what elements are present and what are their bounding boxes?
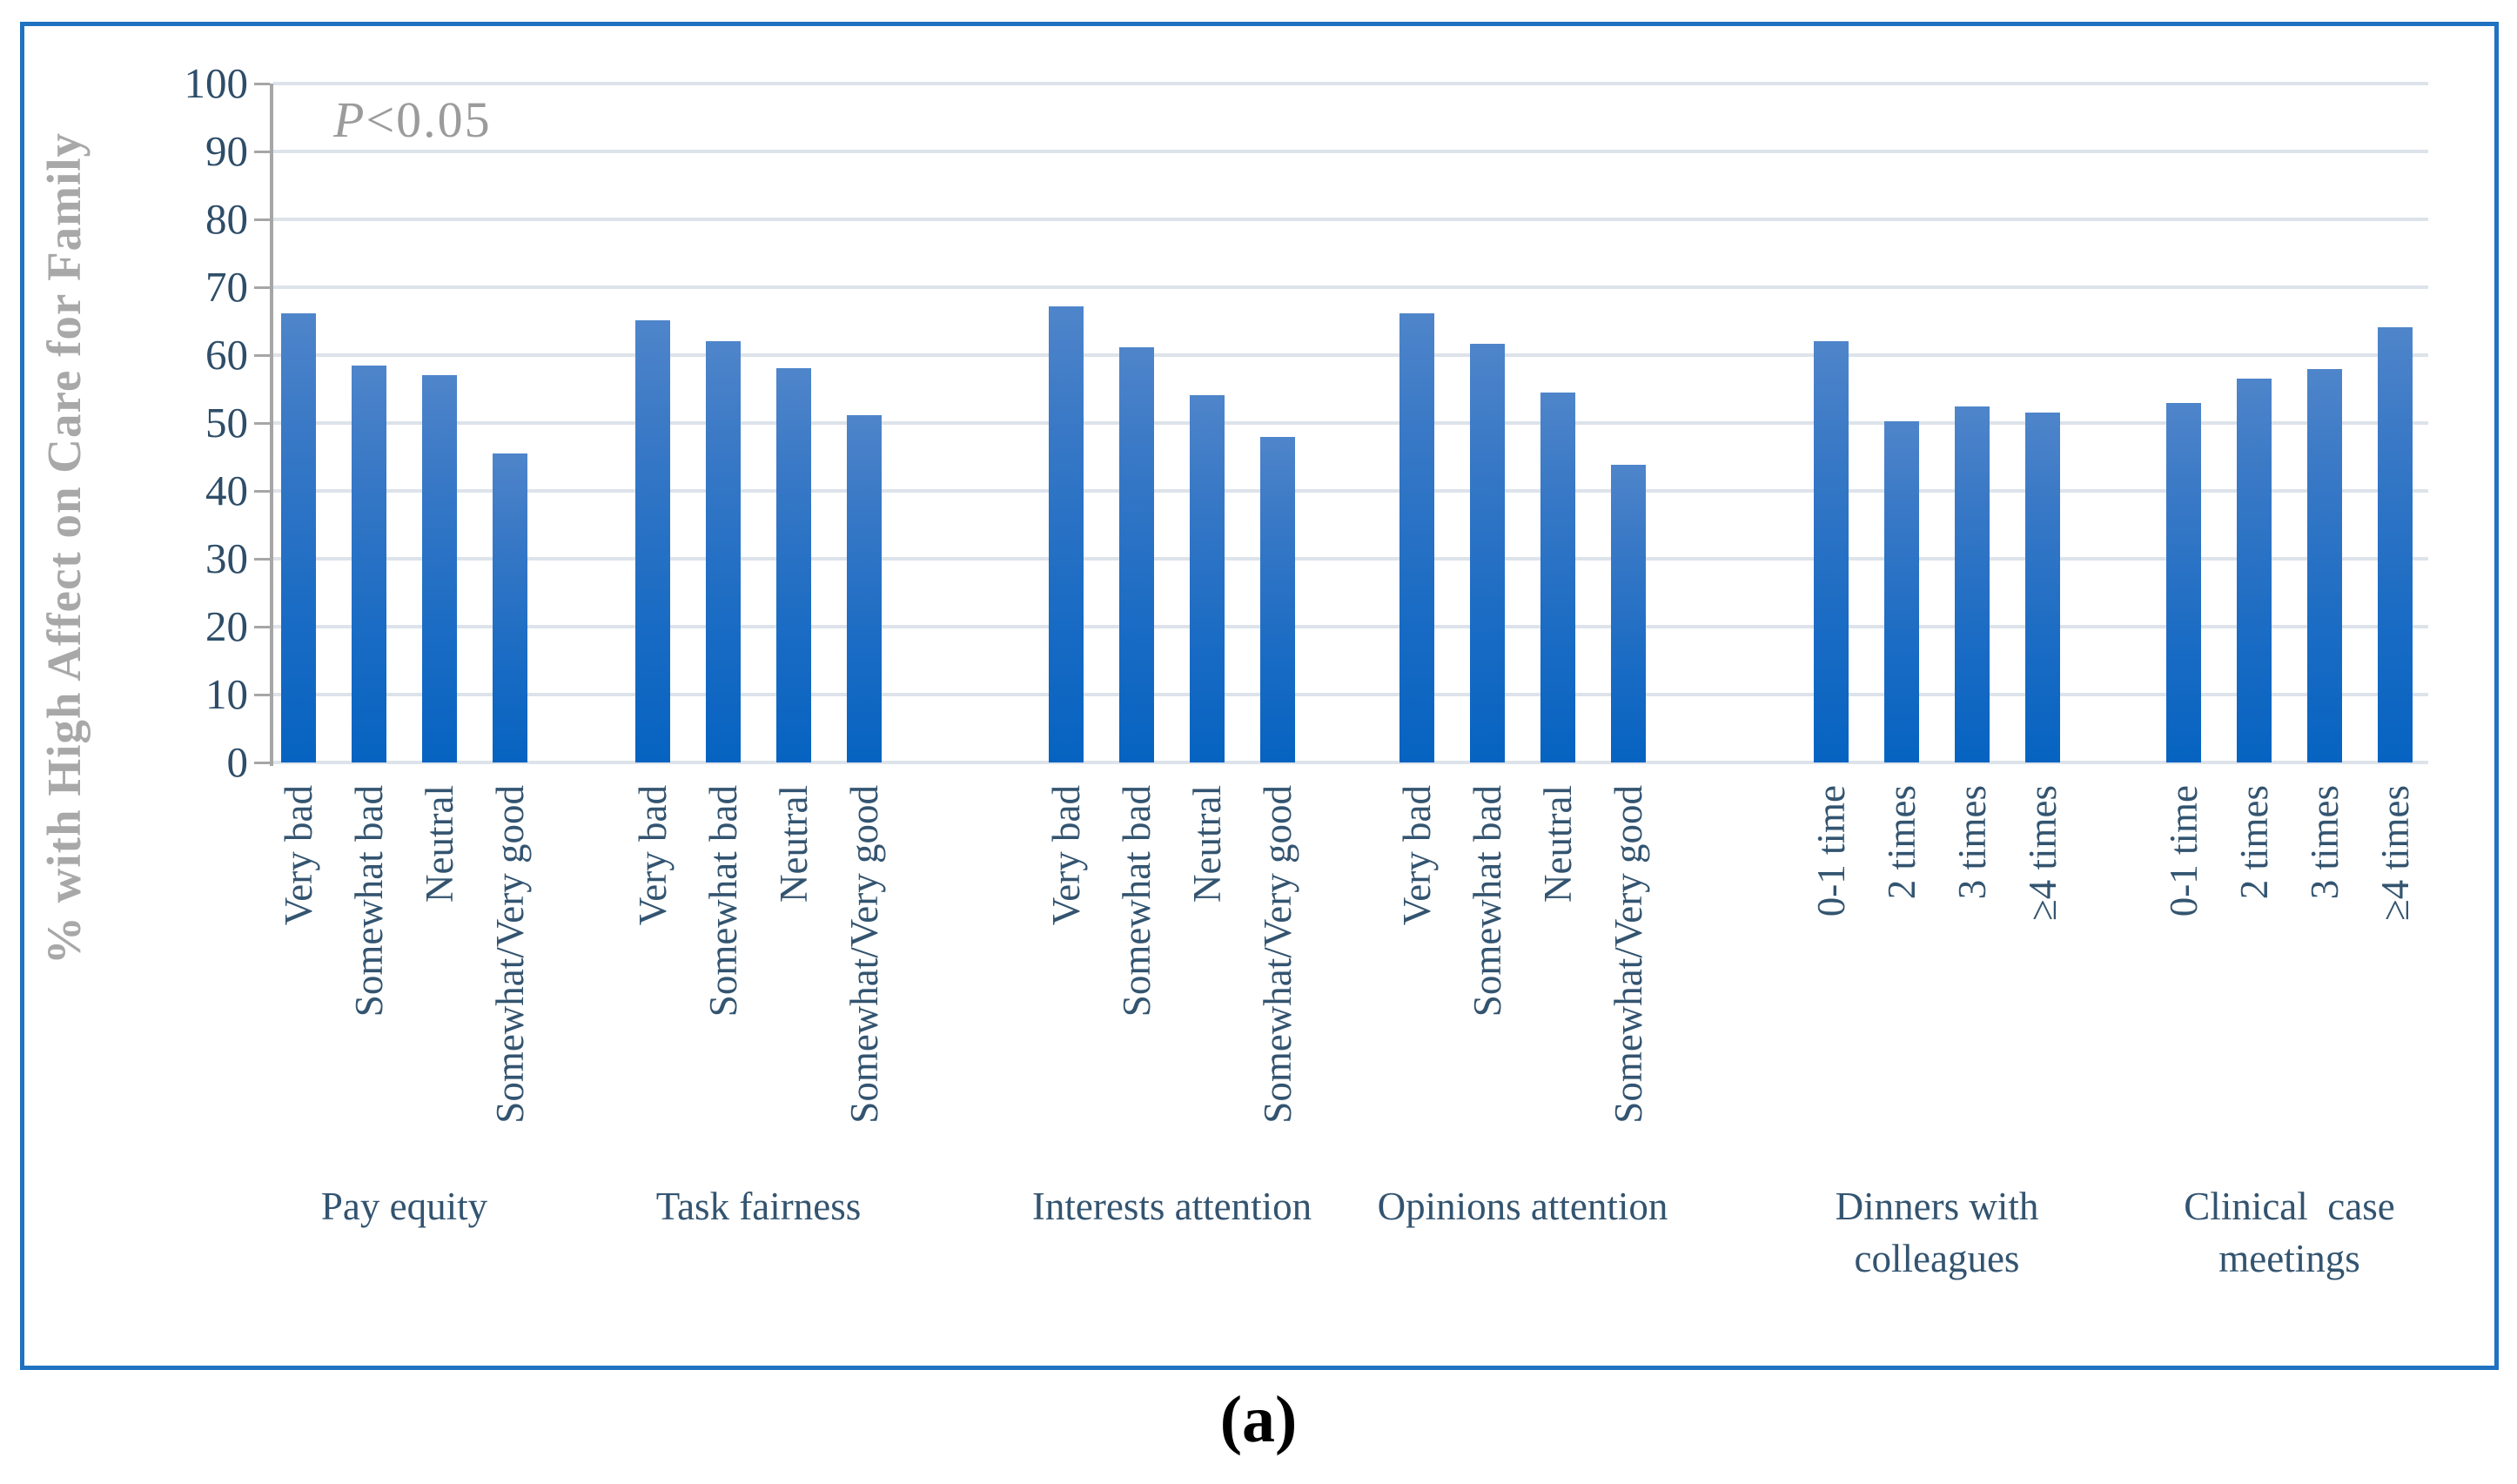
bar: [1190, 395, 1225, 762]
y-tick-mark: [254, 354, 270, 357]
category-label: Neutral: [418, 785, 461, 903]
category-label: Neutral: [1185, 785, 1229, 903]
category-label: ≥4 times: [2021, 785, 2064, 921]
bar: [2166, 403, 2201, 762]
category-label: Very bad: [1395, 785, 1439, 926]
bar: [2307, 368, 2342, 762]
gridline: [273, 421, 2428, 425]
figure-caption: (a): [1219, 1383, 1298, 1456]
category-label: 0-1 time: [1809, 785, 1853, 917]
bar: [493, 453, 527, 762]
category-label: Somewhat/Very good: [1256, 785, 1299, 1124]
gridline: [273, 218, 2428, 221]
bars-layer: [273, 84, 2428, 762]
group-label: Dinners with colleagues: [1835, 1185, 2039, 1280]
bar: [847, 414, 882, 762]
y-tick-label: 80: [205, 195, 248, 243]
gridline: [273, 557, 2428, 561]
category-label: 3 times: [2303, 785, 2346, 900]
group-label: Task fairness: [655, 1185, 862, 1228]
p-value-annotation: P<0.05: [333, 91, 492, 149]
category-label: Very bad: [277, 785, 320, 926]
y-tick-mark: [254, 762, 270, 764]
gridline: [273, 150, 2428, 153]
bar: [1814, 341, 1849, 762]
group-label: Interests attention: [1031, 1185, 1312, 1228]
bar: [281, 312, 316, 762]
category-label: Neutral: [772, 785, 816, 903]
category-label: Somewhat bad: [701, 785, 745, 1017]
category-label: Neutral: [1536, 785, 1580, 903]
bar: [635, 320, 670, 762]
category-label: Somewhat bad: [1115, 785, 1158, 1017]
category-label: Very bad: [1044, 785, 1088, 926]
y-tick-label: 100: [184, 59, 249, 107]
category-label: Very bad: [631, 785, 675, 926]
y-axis-title: % with High Affect on Care for Family: [37, 131, 91, 965]
group-label: Clinical case meetings: [2184, 1185, 2395, 1280]
y-tick-mark: [254, 422, 270, 425]
y-tick-label: 20: [205, 602, 248, 650]
category-label: 3 times: [1950, 785, 1994, 900]
group-label: Pay equity: [320, 1185, 488, 1228]
group-label: Opinions attention: [1377, 1185, 1668, 1228]
y-tick-mark: [254, 151, 270, 153]
bar: [2025, 413, 2060, 762]
bar: [1955, 406, 1990, 762]
bar: [1119, 347, 1154, 762]
y-tick-label: 70: [205, 263, 248, 311]
category-label: Somewhat bad: [347, 785, 391, 1017]
y-tick-label: 90: [205, 127, 248, 175]
p-symbol: P: [333, 91, 366, 148]
p-threshold: <0.05: [366, 91, 492, 148]
bar: [1611, 464, 1646, 762]
gridline: [273, 285, 2428, 289]
y-axis-line: [270, 84, 273, 766]
y-tick-mark: [254, 558, 270, 561]
y-tick-label: 30: [205, 534, 248, 582]
bar: [1399, 313, 1434, 762]
gridline: [273, 625, 2428, 628]
bar: [352, 365, 386, 762]
category-label: Somewhat/Very good: [488, 785, 532, 1124]
y-tick-label: 40: [205, 467, 248, 514]
y-tick-mark: [254, 286, 270, 289]
y-tick-mark: [254, 218, 270, 221]
category-label: Somewhat bad: [1466, 785, 1509, 1017]
bar: [422, 374, 457, 762]
category-label: 2 times: [2232, 785, 2276, 900]
bar: [1884, 420, 1919, 762]
y-tick-label: 0: [226, 738, 249, 786]
bar: [776, 367, 811, 762]
bar: [1470, 343, 1505, 762]
bar: [1049, 306, 1084, 762]
y-tick-label: 60: [205, 331, 248, 379]
gridline: [273, 82, 2428, 85]
bar: [1540, 392, 1575, 762]
category-label: 2 times: [1880, 785, 1923, 900]
y-tick-mark: [254, 83, 270, 85]
y-tick-mark: [254, 694, 270, 696]
y-tick-mark: [254, 490, 270, 493]
category-label: ≥4 times: [2373, 785, 2417, 921]
gridline: [273, 693, 2428, 696]
bar: [706, 340, 741, 762]
bar: [2237, 379, 2272, 762]
y-tick-mark: [254, 626, 270, 628]
bar: [1260, 436, 1295, 762]
y-tick-label: 50: [205, 399, 248, 447]
gridline: [273, 489, 2428, 493]
category-label: Somewhat/Very good: [1607, 785, 1650, 1124]
category-label: Somewhat/Very good: [842, 785, 886, 1124]
bar: [2378, 327, 2413, 762]
category-label: 0-1 time: [2162, 785, 2205, 917]
y-tick-label: 10: [205, 670, 248, 718]
gridline: [273, 761, 2428, 764]
gridline: [273, 353, 2428, 357]
